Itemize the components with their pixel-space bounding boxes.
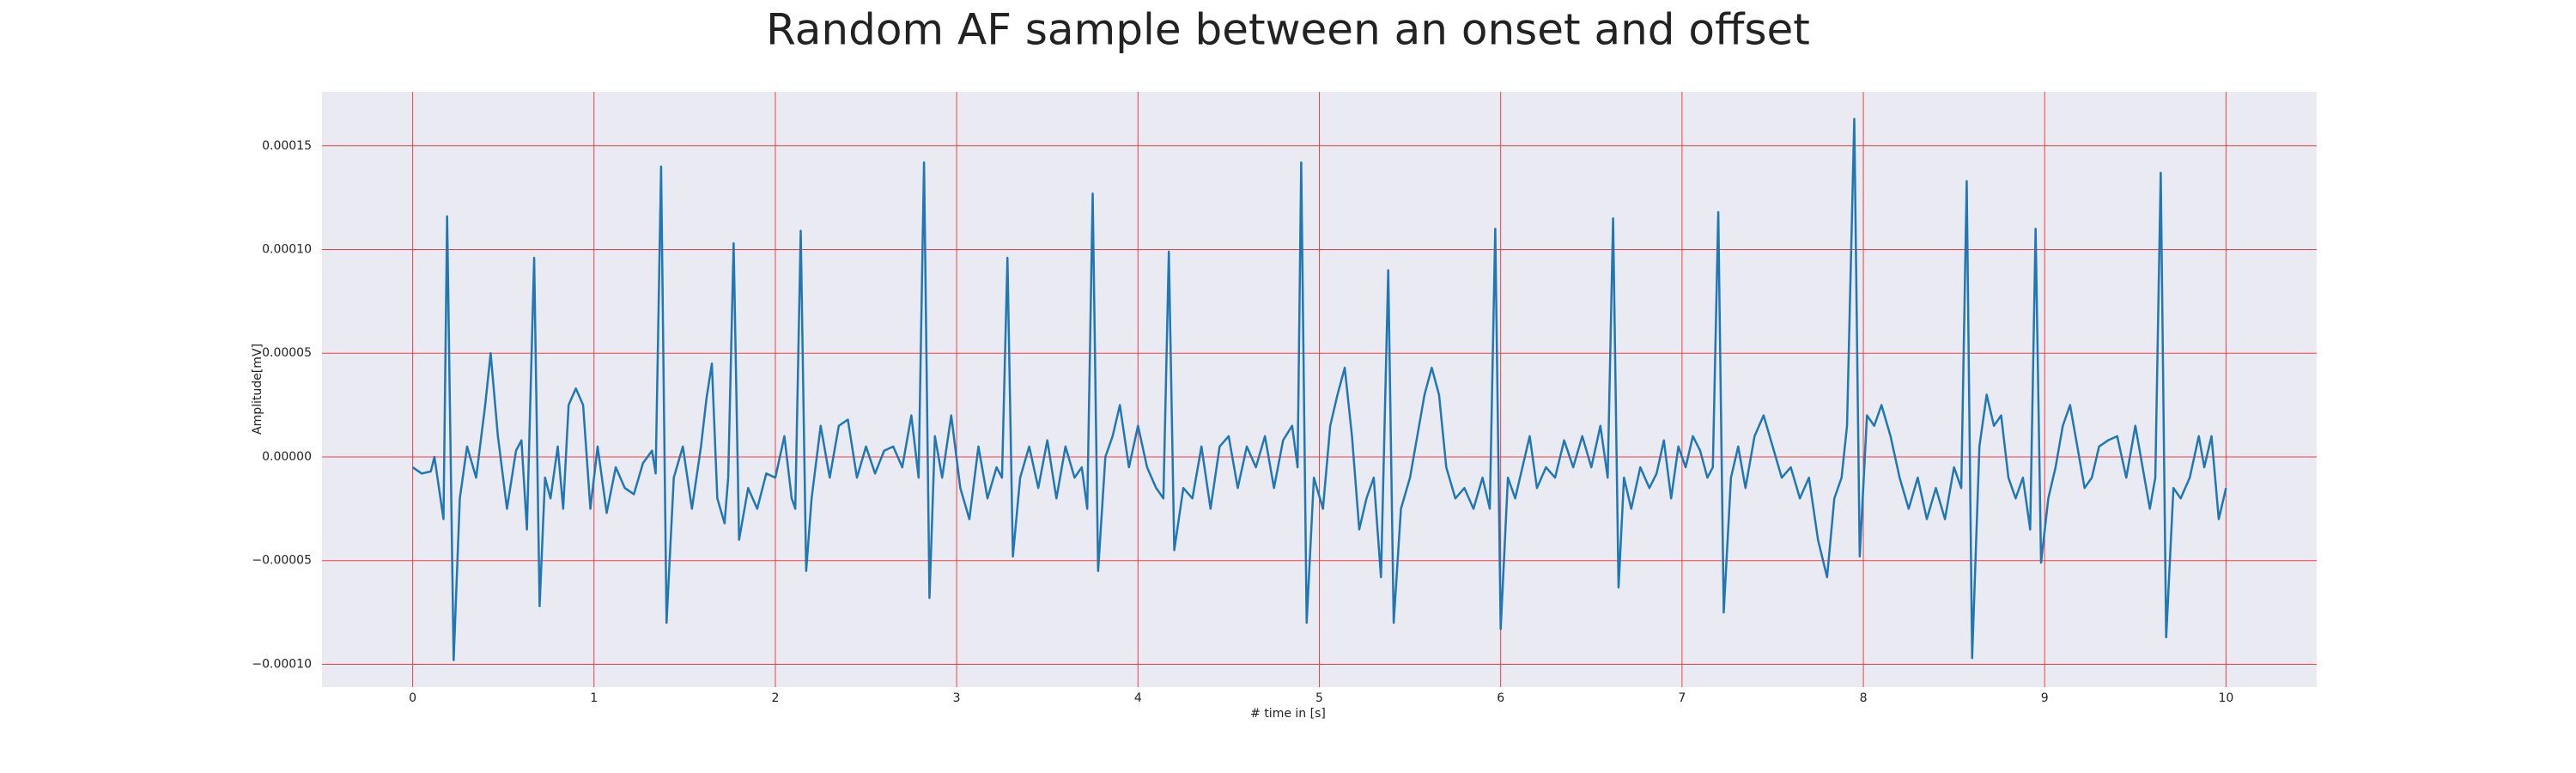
x-axis-label: # time in [s] bbox=[1250, 707, 1326, 721]
x-tick-label: 4 bbox=[1134, 691, 1142, 705]
y-axis-label: Amplitude[mV] bbox=[251, 344, 264, 435]
y-tick-label: −0.00010 bbox=[252, 657, 312, 671]
x-tick-label: 0 bbox=[409, 691, 416, 705]
x-tick-label: 3 bbox=[953, 691, 961, 705]
y-tick-label: −0.00005 bbox=[252, 554, 312, 568]
x-tick-label: 8 bbox=[1860, 691, 1868, 705]
chart-title: Random AF sample between an onset and of… bbox=[766, 5, 1810, 55]
x-tick-label: 10 bbox=[2218, 691, 2233, 705]
x-tick-label: 9 bbox=[2041, 691, 2049, 705]
x-tick-label: 5 bbox=[1315, 691, 1323, 705]
y-tick-label: 0.00010 bbox=[262, 243, 312, 257]
x-tick-label: 2 bbox=[771, 691, 779, 705]
x-tick-label: 1 bbox=[590, 691, 598, 705]
x-tick-label: 7 bbox=[1678, 691, 1686, 705]
signal-line bbox=[411, 118, 2227, 661]
y-tick-label: 0.00015 bbox=[262, 139, 312, 153]
y-tick-label: 0.00000 bbox=[262, 450, 312, 464]
x-tick-label: 6 bbox=[1497, 691, 1504, 705]
y-tick-label: 0.00005 bbox=[262, 346, 312, 360]
